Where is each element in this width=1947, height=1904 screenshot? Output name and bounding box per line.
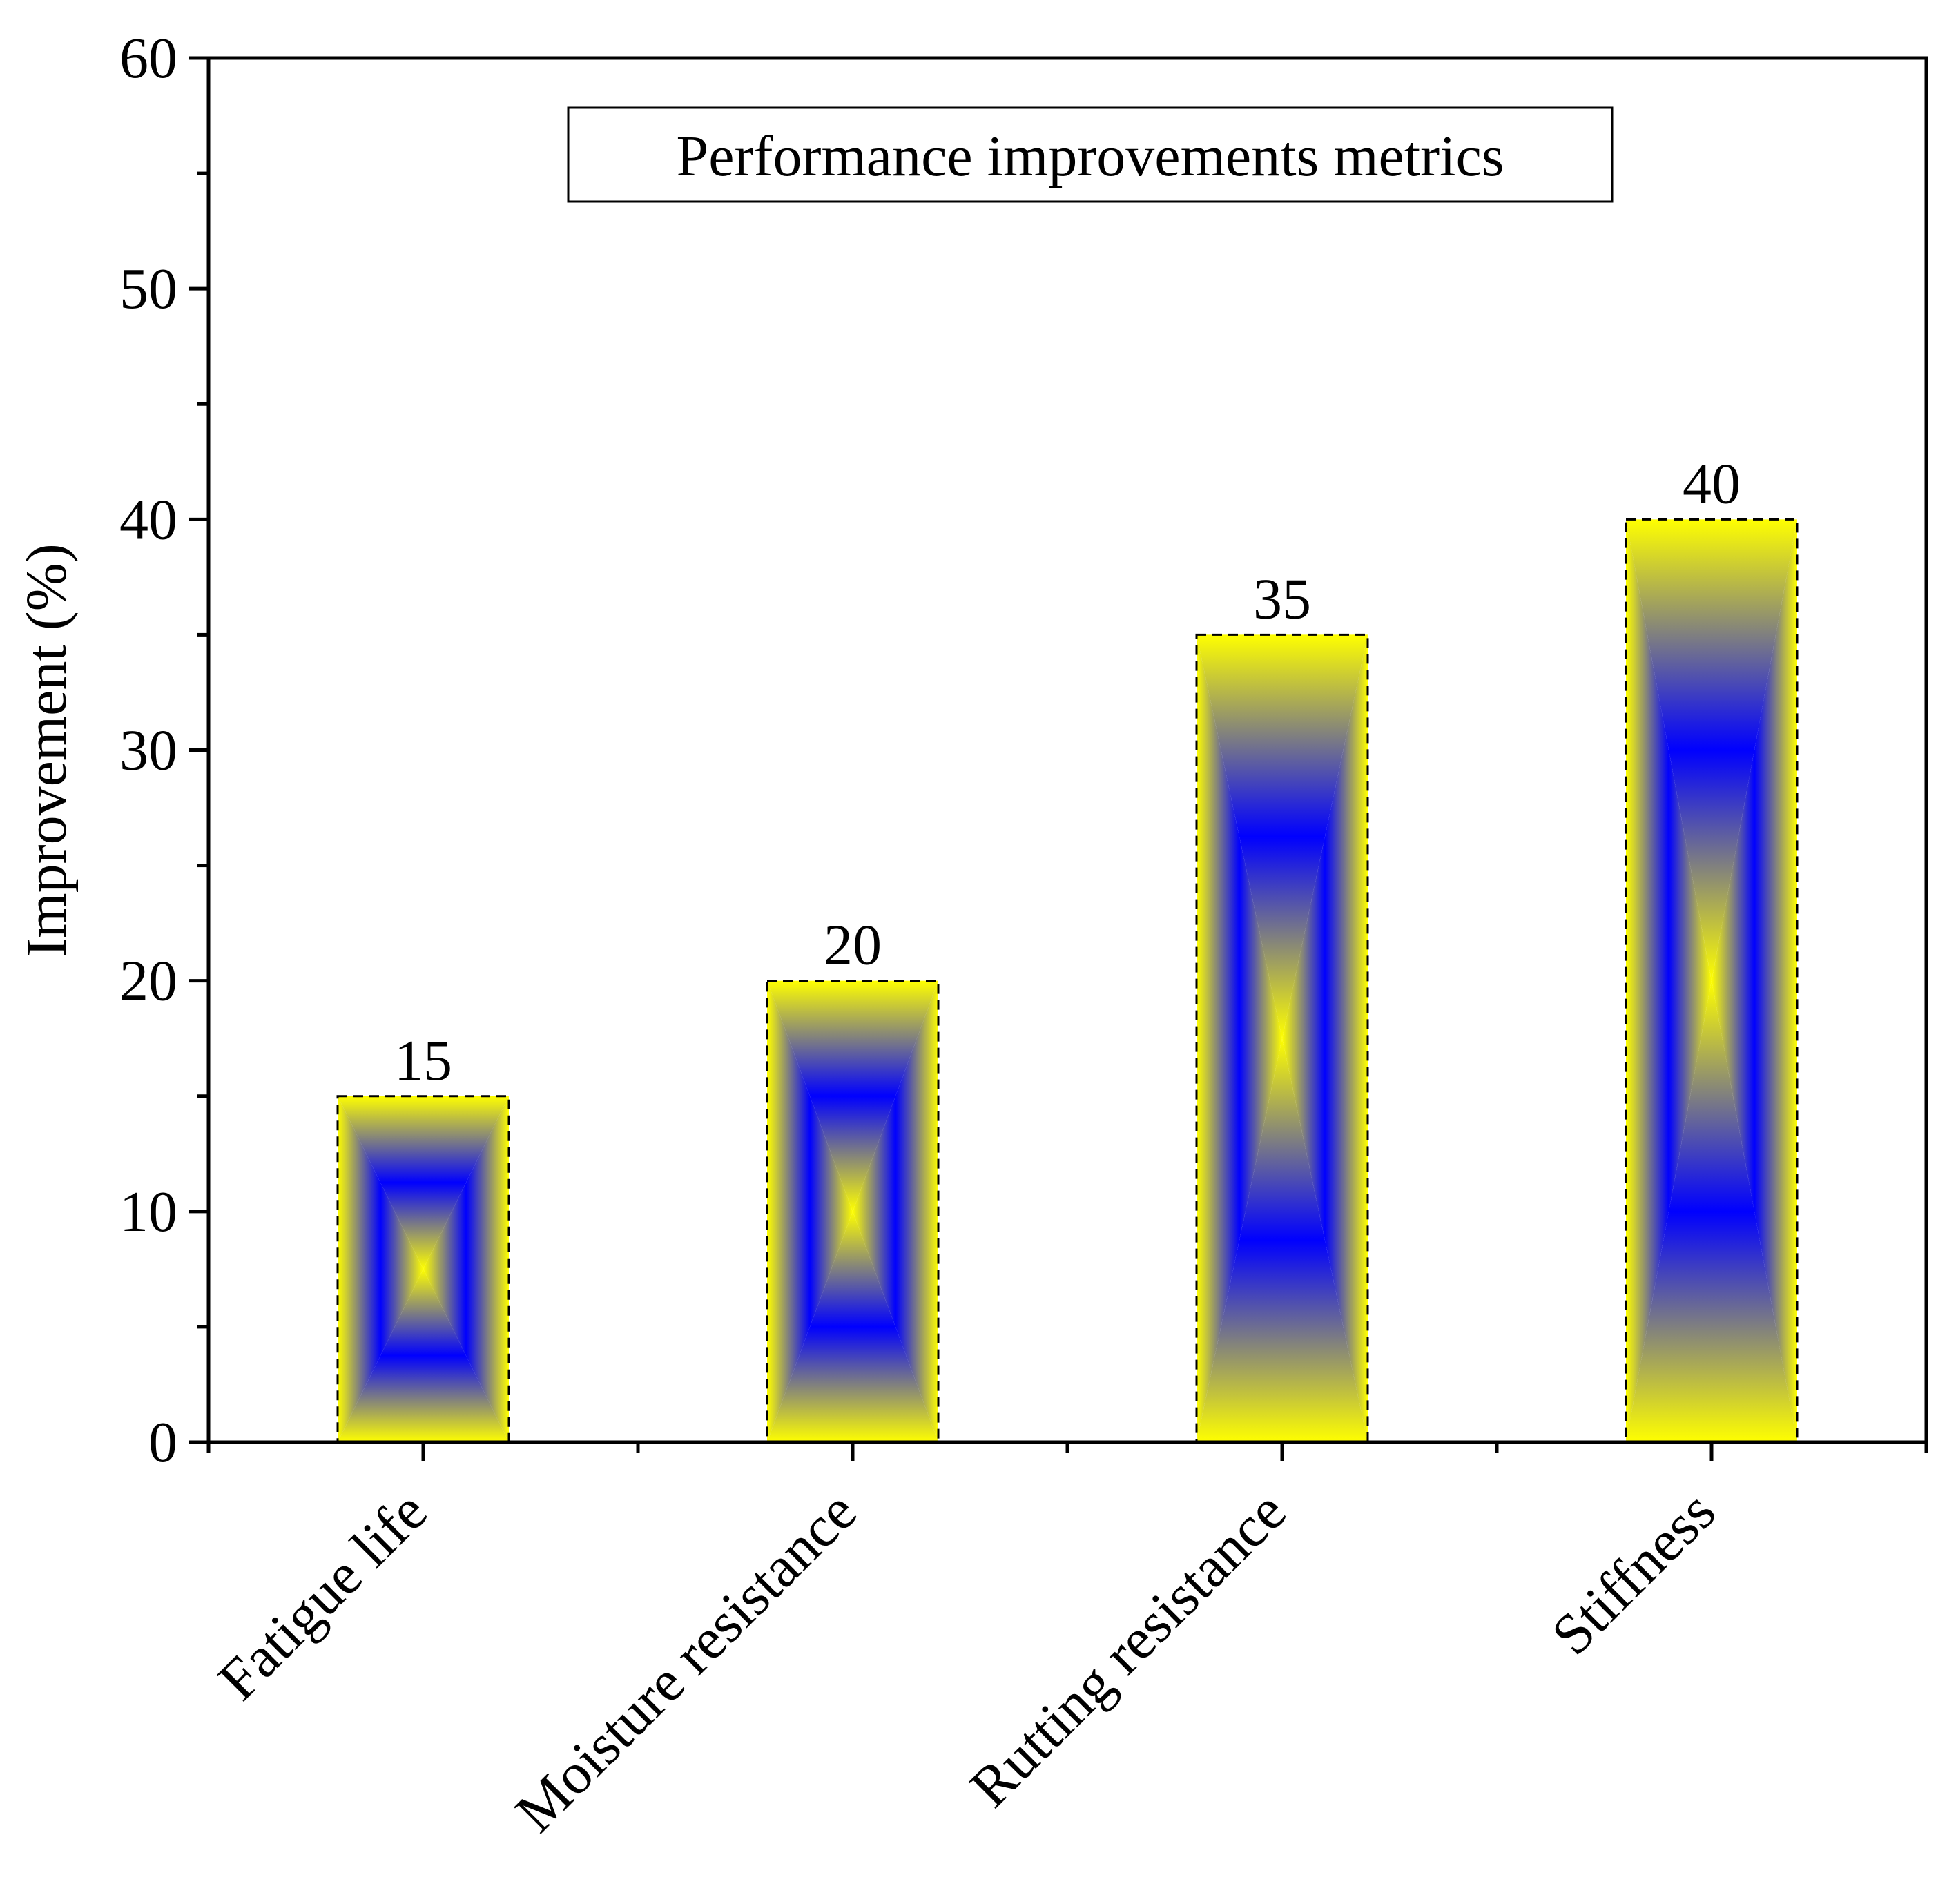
bar-fill-top [338,1096,509,1270]
bar-fill-right [853,980,938,1442]
bar-fill-left [767,980,853,1442]
y-tick-label: 10 [119,1180,177,1244]
bar-fill-bottom [1197,1038,1368,1442]
bar-fill-bottom [767,1211,938,1442]
bar-outline [336,1095,510,1444]
plot-frame [206,56,1928,1444]
bar-value-label: 40 [1683,451,1741,516]
chart-title-frame [567,106,1614,203]
chart-title-box: Performance improvements metrics [567,106,1614,203]
axis-ticks [189,56,1928,1461]
y-tick-label: 0 [148,1410,177,1475]
bar-value-label: 15 [394,1029,452,1093]
bars [336,518,1799,1444]
y-tick-label: 50 [119,257,177,321]
y-tick-label: 40 [119,487,177,552]
y-tick-label: 60 [119,26,177,90]
y-tick-label: 20 [119,949,177,1013]
bar-fill-bottom [338,1269,509,1442]
bar-fill-left [338,1096,423,1442]
bar-fill-top [1626,519,1797,981]
bar-fill-right [1712,519,1797,1443]
bar-fill-top [767,980,938,1212]
bar [1625,518,1799,1444]
bar-fill-left [1197,634,1282,1442]
chart-title: Performance improvements metrics [677,124,1504,188]
bar-fill-right [1282,634,1368,1442]
y-tick-label: 30 [119,719,177,783]
y-axis-title: Improvement (%) [14,543,79,957]
bar-fill-right [423,1096,509,1442]
bar-value-label: 20 [824,913,882,978]
bar-value-label: 35 [1253,567,1311,631]
bar-fill-left [1626,519,1712,1443]
bar-fill-bottom [1626,980,1797,1442]
bar-fill-top [1197,634,1368,1039]
bar [766,980,940,1444]
bar [336,1095,510,1444]
bar [1195,633,1369,1444]
